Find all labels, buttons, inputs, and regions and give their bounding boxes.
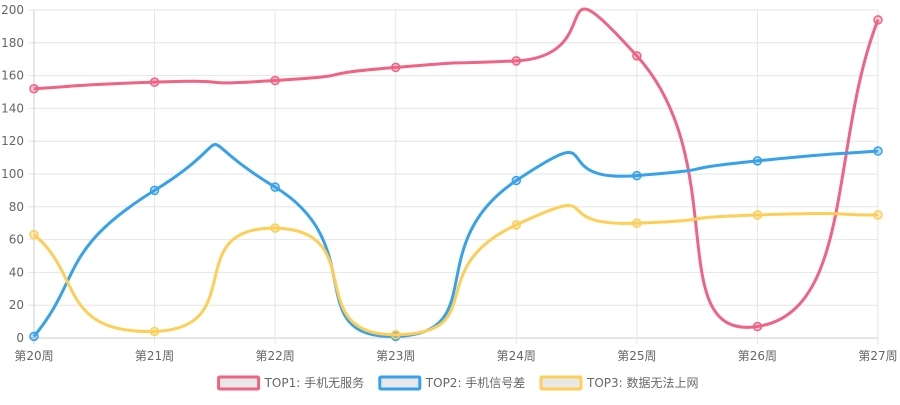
x-tick-label: 第27周: [858, 349, 897, 363]
legend-swatch: [378, 375, 422, 391]
data-point[interactable]: [632, 170, 642, 181]
legend-label: TOP2: 手机信号差: [425, 376, 526, 390]
y-tick-label: 80: [9, 200, 24, 214]
data-point[interactable]: [752, 210, 763, 220]
y-tick-label: 160: [1, 69, 24, 83]
x-tick-label: 第24周: [497, 349, 536, 363]
data-point[interactable]: [270, 75, 280, 86]
y-tick-label: 20: [9, 298, 24, 312]
x-tick-label: 第25周: [617, 349, 656, 363]
y-axis-ticks: 0 20 40 60 80 100 120 140 160 180 200: [1, 3, 24, 345]
legend-item-1[interactable]: TOP1: 手机无服务: [217, 375, 365, 391]
series-1: [29, 7, 883, 332]
data-point[interactable]: [752, 321, 763, 332]
data-point[interactable]: [632, 51, 642, 61]
x-tick-label: 第22周: [256, 349, 295, 363]
data-point[interactable]: [511, 220, 522, 230]
data-point[interactable]: [873, 15, 883, 25]
legend-swatch: [539, 375, 583, 391]
series-line: [33, 203, 879, 337]
y-tick-label: 120: [1, 134, 24, 148]
legend-item-2[interactable]: TOP2: 手机信号差: [378, 375, 526, 391]
x-tick-label: 第20周: [14, 349, 53, 363]
grid: [28, 9, 879, 344]
data-point[interactable]: [390, 329, 401, 340]
y-tick-label: 180: [1, 36, 24, 50]
x-tick-label: 第23周: [376, 349, 415, 363]
y-tick-label: 200: [1, 3, 24, 17]
data-point[interactable]: [752, 156, 763, 166]
x-tick-label: 第26周: [738, 349, 777, 363]
data-point[interactable]: [270, 182, 280, 192]
data-point[interactable]: [149, 185, 160, 196]
y-tick-label: 40: [9, 265, 24, 279]
data-point[interactable]: [149, 77, 160, 87]
data-point[interactable]: [511, 56, 522, 66]
series-line: [33, 7, 880, 329]
data-point[interactable]: [390, 62, 401, 73]
data-point[interactable]: [873, 146, 883, 156]
y-tick-label: 140: [1, 101, 24, 115]
data-point[interactable]: [511, 175, 522, 186]
series-lines: [29, 7, 883, 342]
x-axis-ticks: 第20周 第21周 第22周 第23周 第24周 第25周 第26周 第27周: [14, 349, 897, 363]
y-tick-label: 0: [16, 331, 24, 345]
data-point[interactable]: [29, 331, 39, 342]
data-point[interactable]: [149, 326, 160, 337]
series-line: [32, 142, 879, 338]
legend-swatch: [217, 375, 261, 391]
legend-label: TOP3: 数据无法上网: [586, 375, 699, 390]
data-point[interactable]: [29, 229, 39, 240]
series-3: [29, 203, 883, 340]
data-point[interactable]: [632, 218, 642, 228]
x-tick-label: 第21周: [135, 349, 174, 363]
legend-item-3[interactable]: TOP3: 数据无法上网: [539, 375, 699, 391]
series-2: [29, 142, 883, 342]
legend-label: TOP1: 手机无服务: [264, 375, 365, 390]
y-tick-label: 100: [1, 167, 24, 181]
y-tick-label: 60: [9, 233, 24, 247]
data-point[interactable]: [29, 83, 39, 94]
data-point[interactable]: [270, 223, 280, 233]
legend[interactable]: TOP1: 手机无服务 TOP2: 手机信号差 TOP3: 数据无法上网: [217, 375, 699, 391]
data-point[interactable]: [873, 210, 883, 220]
